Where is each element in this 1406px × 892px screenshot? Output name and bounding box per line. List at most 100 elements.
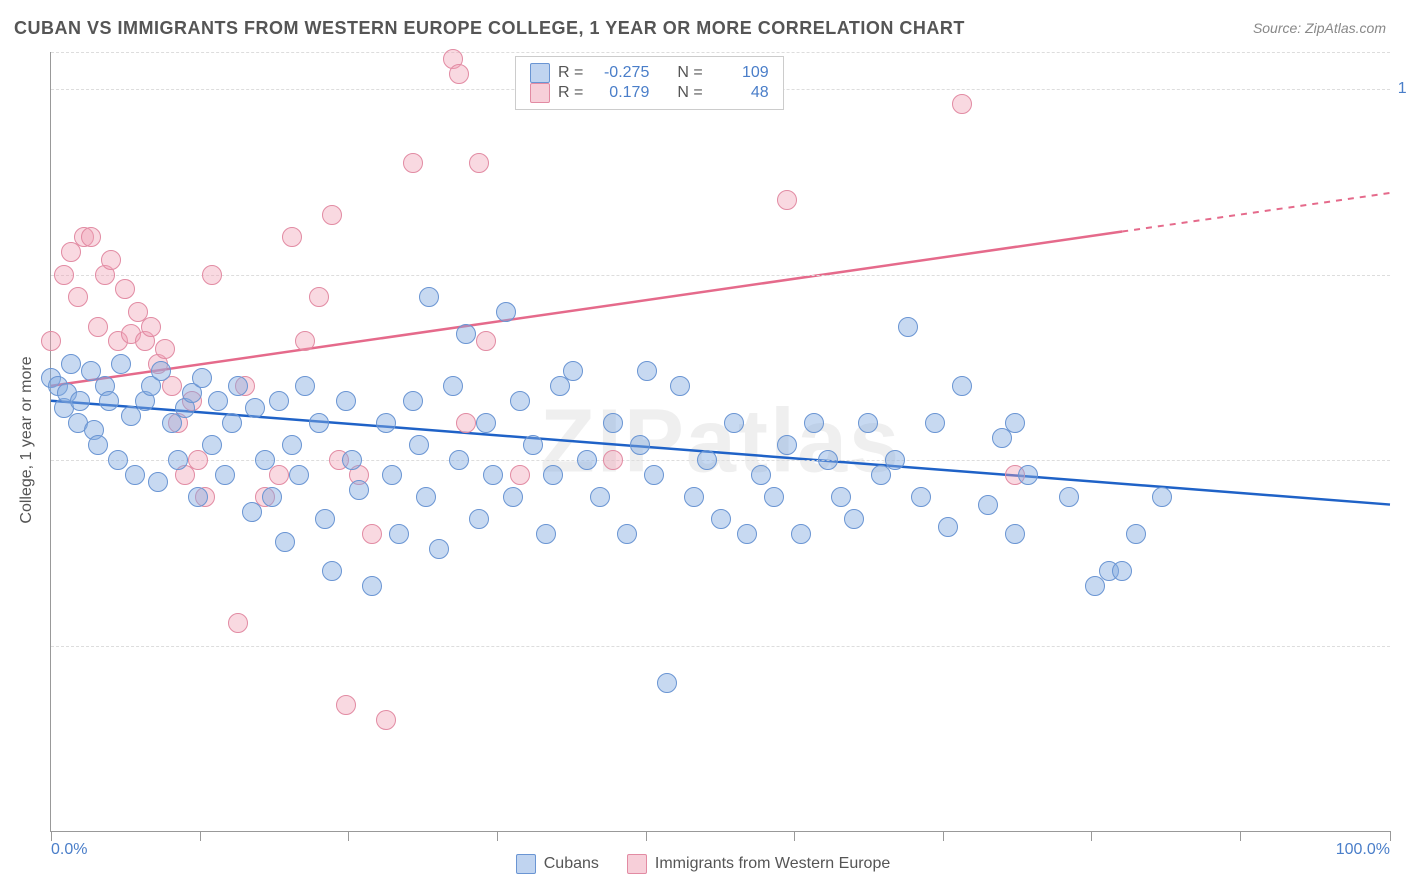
scatter-point bbox=[111, 354, 131, 374]
scatter-point bbox=[952, 94, 972, 114]
scatter-point bbox=[289, 465, 309, 485]
scatter-point bbox=[657, 673, 677, 693]
scatter-point bbox=[148, 472, 168, 492]
scatter-point bbox=[336, 391, 356, 411]
scatter-point bbox=[483, 465, 503, 485]
scatter-point bbox=[88, 317, 108, 337]
scatter-point bbox=[168, 450, 188, 470]
scatter-point bbox=[403, 153, 423, 173]
scatter-point bbox=[684, 487, 704, 507]
swatch-icon bbox=[530, 83, 550, 103]
scatter-point bbox=[496, 302, 516, 322]
trend-line-dashed bbox=[1122, 193, 1390, 232]
scatter-point bbox=[376, 413, 396, 433]
x-tick-mark bbox=[1390, 831, 1391, 841]
scatter-point bbox=[382, 465, 402, 485]
scatter-point bbox=[898, 317, 918, 337]
gridline-horizontal bbox=[51, 52, 1390, 53]
chart-title: CUBAN VS IMMIGRANTS FROM WESTERN EUROPE … bbox=[14, 18, 965, 39]
r-label: R = bbox=[558, 64, 583, 82]
scatter-point bbox=[202, 265, 222, 285]
scatter-point bbox=[804, 413, 824, 433]
scatter-point bbox=[389, 524, 409, 544]
scatter-point bbox=[503, 487, 523, 507]
legend-item-cubans: Cubans bbox=[516, 854, 599, 874]
scatter-point bbox=[81, 227, 101, 247]
scatter-point bbox=[1152, 487, 1172, 507]
series-legend: Cubans Immigrants from Western Europe bbox=[0, 854, 1406, 874]
scatter-point bbox=[603, 413, 623, 433]
x-tick-mark bbox=[1240, 831, 1241, 841]
scatter-point bbox=[818, 450, 838, 470]
scatter-point bbox=[885, 450, 905, 470]
scatter-point bbox=[858, 413, 878, 433]
scatter-point bbox=[510, 465, 530, 485]
scatter-point bbox=[1005, 524, 1025, 544]
scatter-point bbox=[617, 524, 637, 544]
x-tick-mark bbox=[497, 831, 498, 841]
scatter-point bbox=[844, 509, 864, 529]
chart-plot-area: ZIPatlas 25.0%50.0%75.0%100.0%0.0%100.0% bbox=[50, 52, 1390, 832]
scatter-point bbox=[1126, 524, 1146, 544]
legend-row-series-1: R = 0.179 N = 48 bbox=[530, 83, 769, 103]
scatter-point bbox=[403, 391, 423, 411]
scatter-point bbox=[295, 376, 315, 396]
scatter-point bbox=[523, 435, 543, 455]
scatter-point bbox=[670, 376, 690, 396]
n-value: 109 bbox=[711, 64, 769, 82]
x-tick-mark bbox=[943, 831, 944, 841]
scatter-point bbox=[108, 450, 128, 470]
gridline-horizontal bbox=[51, 275, 1390, 276]
scatter-point bbox=[476, 331, 496, 351]
scatter-point bbox=[202, 435, 222, 455]
legend-label: Immigrants from Western Europe bbox=[655, 855, 890, 873]
scatter-point bbox=[155, 339, 175, 359]
scatter-point bbox=[925, 413, 945, 433]
scatter-point bbox=[938, 517, 958, 537]
scatter-point bbox=[70, 391, 90, 411]
x-tick-mark bbox=[200, 831, 201, 841]
scatter-point bbox=[1112, 561, 1132, 581]
scatter-point bbox=[711, 509, 731, 529]
scatter-point bbox=[61, 354, 81, 374]
scatter-point bbox=[322, 205, 342, 225]
legend-item-western-europe: Immigrants from Western Europe bbox=[627, 854, 890, 874]
legend-row-series-0: R = -0.275 N = 109 bbox=[530, 63, 769, 83]
scatter-point bbox=[911, 487, 931, 507]
y-axis-label: College, 1 year or more bbox=[18, 356, 36, 523]
scatter-point bbox=[362, 524, 382, 544]
scatter-point bbox=[54, 265, 74, 285]
scatter-point bbox=[245, 398, 265, 418]
scatter-point bbox=[228, 613, 248, 633]
scatter-point bbox=[99, 391, 119, 411]
scatter-point bbox=[777, 435, 797, 455]
scatter-point bbox=[336, 695, 356, 715]
scatter-point bbox=[275, 532, 295, 552]
scatter-point bbox=[644, 465, 664, 485]
y-tick-label: 100.0% bbox=[1398, 80, 1406, 98]
scatter-point bbox=[269, 465, 289, 485]
scatter-point bbox=[228, 376, 248, 396]
scatter-point bbox=[563, 361, 583, 381]
scatter-point bbox=[777, 190, 797, 210]
scatter-point bbox=[978, 495, 998, 515]
scatter-point bbox=[215, 465, 235, 485]
scatter-point bbox=[322, 561, 342, 581]
scatter-point bbox=[510, 391, 530, 411]
scatter-point bbox=[376, 710, 396, 730]
scatter-point bbox=[188, 487, 208, 507]
scatter-point bbox=[262, 487, 282, 507]
swatch-icon bbox=[516, 854, 536, 874]
scatter-point bbox=[577, 450, 597, 470]
trend-lines-layer bbox=[51, 52, 1390, 831]
correlation-legend: R = -0.275 N = 109 R = 0.179 N = 48 bbox=[515, 56, 784, 110]
x-tick-mark bbox=[794, 831, 795, 841]
gridline-horizontal bbox=[51, 460, 1390, 461]
scatter-point bbox=[242, 502, 262, 522]
scatter-point bbox=[115, 279, 135, 299]
x-tick-mark bbox=[348, 831, 349, 841]
scatter-point bbox=[469, 153, 489, 173]
scatter-point bbox=[543, 465, 563, 485]
scatter-point bbox=[764, 487, 784, 507]
scatter-point bbox=[429, 539, 449, 559]
